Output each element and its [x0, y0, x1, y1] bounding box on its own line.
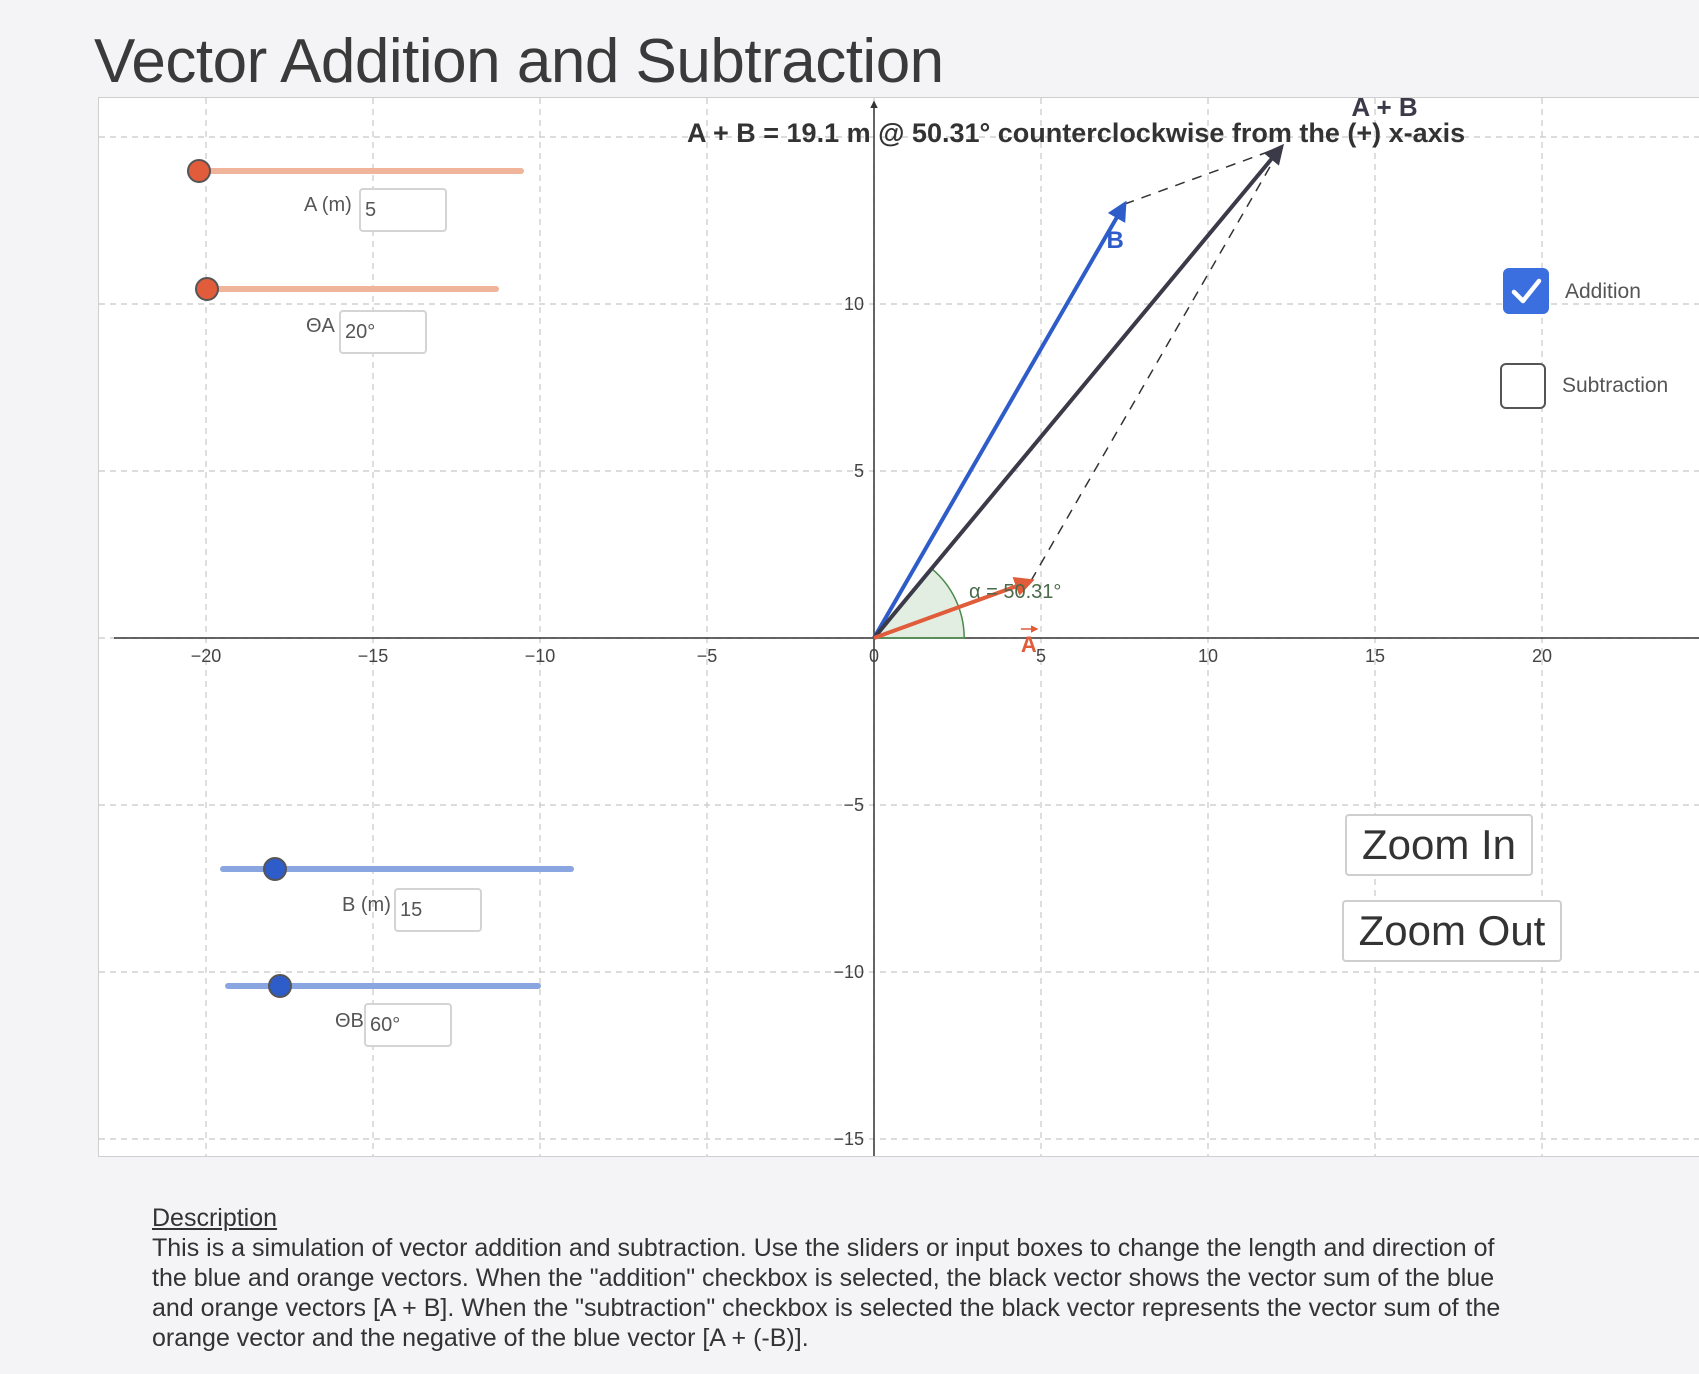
x-tick-label: 10 [1198, 646, 1218, 666]
description-title: Description [152, 1204, 278, 1232]
x-tick-label: −20 [191, 646, 222, 666]
subtraction-label: Subtraction [1562, 374, 1669, 397]
vector-resultant [872, 143, 1284, 640]
addition-checkbox[interactable] [1503, 268, 1549, 314]
b-angle-slider-track[interactable] [225, 983, 541, 989]
y-tick-label: −15 [833, 1129, 864, 1149]
zoom-in-button[interactable]: Zoom In [1345, 814, 1533, 876]
a-magnitude-slider-knob[interactable] [187, 159, 211, 183]
zoom-out-button[interactable]: Zoom Out [1342, 900, 1562, 962]
b-magnitude-input[interactable]: 15 [394, 888, 482, 932]
b-angle-input[interactable]: 60° [364, 1003, 452, 1047]
y-tick-label: 10 [844, 294, 864, 314]
resultant-label: A + B [1351, 98, 1417, 122]
angle-label: α = 50.31° [969, 581, 1061, 603]
description-section: Description This is a simulation of vect… [152, 1203, 1512, 1353]
a-angle-input[interactable]: 20° [339, 310, 427, 354]
b-magnitude-label: B (m) [342, 894, 391, 916]
y-tick-label: −10 [833, 962, 864, 982]
subtraction-checkbox[interactable] [1500, 363, 1546, 409]
x-tick-label: 20 [1532, 646, 1552, 666]
resultant-readout: A + B = 19.1 m @ 50.31° counterclockwise… [687, 118, 1465, 148]
dashed-b-copy [1030, 146, 1283, 582]
y-tick-label: −5 [843, 795, 864, 815]
a-angle-slider-knob[interactable] [195, 277, 219, 301]
angle-wedge [872, 567, 965, 639]
geogebra-applet[interactable]: −20 −15 −10 −5 0 5 10 15 20 10 5 −5 −10 −15 A B A + B α =… [98, 97, 1699, 1157]
page-title: Vector Addition and Subtraction [94, 27, 944, 96]
x-tick-label: −5 [697, 646, 718, 666]
x-tick-label: 15 [1365, 646, 1385, 666]
vector-a-label: A [1021, 632, 1037, 657]
a-magnitude-slider-track[interactable] [196, 168, 524, 174]
a-magnitude-label: A (m) [304, 194, 352, 216]
vector-a [873, 576, 1035, 640]
b-angle-slider-knob[interactable] [268, 974, 292, 998]
dashed-a-copy [1124, 146, 1282, 205]
addition-label: Addition [1565, 280, 1641, 303]
a-angle-label: ΘA [306, 315, 335, 337]
check-icon [1511, 278, 1542, 304]
vector-b-label: B [1107, 227, 1124, 254]
x-tick-label: −10 [525, 646, 556, 666]
description-body: This is a simulation of vector addition … [152, 1234, 1501, 1352]
x-tick-label: −15 [358, 646, 389, 666]
b-magnitude-slider-track[interactable] [220, 866, 574, 872]
b-angle-label: ΘB [335, 1010, 364, 1032]
coordinate-graph[interactable]: −20 −15 −10 −5 0 5 10 15 20 10 5 −5 −10 −15 A B A + B α =… [99, 98, 1699, 1156]
vector-b [872, 200, 1127, 639]
x-tick-label: 5 [1036, 646, 1046, 666]
b-magnitude-slider-knob[interactable] [263, 857, 287, 881]
a-angle-slider-track[interactable] [204, 286, 499, 292]
y-tick-label: 5 [854, 461, 864, 481]
x-tick-label: 0 [869, 646, 879, 666]
a-magnitude-input[interactable]: 5 [359, 188, 447, 232]
